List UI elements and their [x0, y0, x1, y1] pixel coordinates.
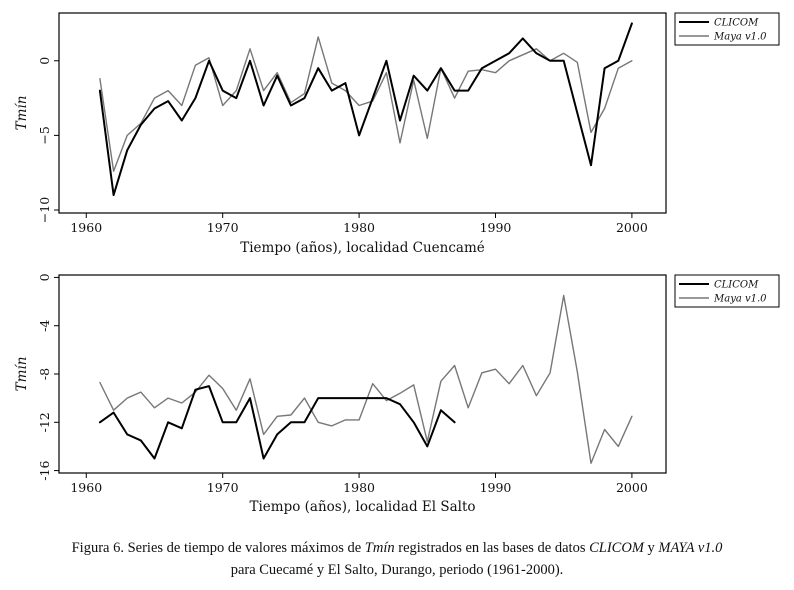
y-tick-label: 0 — [37, 57, 52, 65]
chart-panel-1: 1960 1970 1980 1990 2000 −10 −5 0 Tiempo (años),… — [14, 12, 780, 256]
y-tick-label: 0 — [37, 273, 52, 281]
legend-label-clicom: CLICOM — [714, 18, 759, 29]
plot-frame — [58, 12, 667, 214]
x-tick-label: 1970 — [207, 480, 239, 495]
series-line-clicom — [98, 385, 456, 460]
caption-and: y — [643, 540, 659, 556]
series-line-maya-v1-0 — [99, 294, 633, 464]
y-tick-label: -16 — [37, 460, 52, 480]
y-tick-label: -12 — [37, 412, 52, 432]
x-tick-label: 2000 — [616, 480, 648, 495]
y-axis-label: Tmín — [14, 357, 30, 392]
y-axis-label: Tmín — [14, 96, 30, 131]
caption-db-maya: MAYA v1.0 — [658, 540, 723, 556]
y-tick-label: -4 — [37, 320, 52, 332]
x-tick-label: 1990 — [480, 480, 512, 495]
legend-label-maya-v1-0: Maya v1.0 — [713, 294, 767, 305]
caption-prefix: Figura 6. Series de tiempo de valores má… — [71, 540, 365, 556]
legend: CLICOM Maya v1.0 — [674, 274, 780, 308]
legend-label-maya-v1-0: Maya v1.0 — [713, 32, 767, 43]
y-tick-label: -8 — [37, 368, 52, 380]
x-tick-label: 1960 — [70, 480, 102, 495]
y-tick-label: −10 — [37, 197, 52, 223]
y-tick-label: −5 — [37, 126, 52, 144]
x-axis-label: Tiempo (años), localidad Cuencamé — [240, 240, 485, 256]
x-tick-label: 1970 — [207, 220, 239, 235]
legend-label-clicom: CLICOM — [714, 280, 759, 291]
chart-panel-2: 1960 1970 1980 1990 2000 -16 -12 -8 -4 0 Tiempo (a… — [14, 273, 780, 515]
caption-mid: registrados en las bases de datos — [394, 540, 590, 556]
x-tick-label: 1980 — [343, 220, 375, 235]
caption-db-clicom: CLICOM — [589, 540, 644, 556]
x-tick-label: 1990 — [480, 220, 512, 235]
x-axis-label: Tiempo (años), localidad El Salto — [249, 499, 475, 515]
x-tick-label: 1980 — [343, 480, 375, 495]
legend-box — [674, 12, 780, 46]
legend: CLICOM Maya v1.0 — [674, 12, 780, 46]
series-line-maya-v1-0 — [99, 36, 633, 172]
plot-frame — [58, 274, 667, 474]
caption-line-1: Figura 6. Series de tiempo de valores má… — [0, 537, 794, 559]
legend-box — [674, 274, 780, 308]
caption-line-2: para Cuecamé y El Salto, Durango, period… — [230, 562, 564, 578]
x-tick-label: 2000 — [616, 220, 648, 235]
series-line-clicom — [98, 22, 633, 197]
x-tick-label: 1960 — [70, 220, 102, 235]
figure-caption: Figura 6. Series de tiempo de valores má… — [0, 537, 794, 581]
caption-variable: Tmín — [364, 540, 395, 556]
